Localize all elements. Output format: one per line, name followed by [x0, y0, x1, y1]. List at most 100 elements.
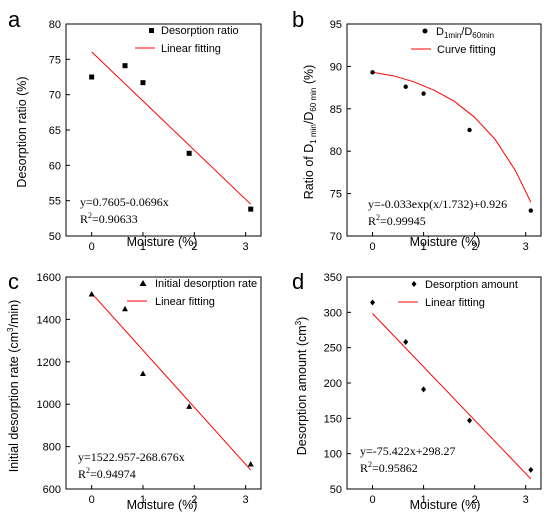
panel-a-equation: y=0.7605-0.0696x	[80, 195, 169, 209]
panel-a-legend: Desorption ratio Linear fitting	[135, 25, 239, 55]
panel-c-x-tick-label-1: 1	[140, 494, 146, 506]
panel-b-ylabel-sub-1: 1 min	[309, 124, 318, 144]
panel-b-y-axis-title: Ratio of D1 min/D60 min (%)	[302, 65, 318, 200]
panel-d-y-tick-label-6: 350	[324, 272, 342, 284]
panel-a-y-tick-label-5: 75	[49, 54, 61, 66]
panel-b-equation: y=-0.033exp(x/1.732)+0.926	[368, 197, 507, 211]
panel-b-y-tick-label-1: 75	[330, 189, 342, 201]
panel-b-ylabel-part-slash: /D	[302, 112, 316, 125]
panel-a-y-tick-label-0: 50	[49, 231, 61, 243]
panel-b-data-point-2	[421, 91, 426, 96]
panel-c-r2: R2=0.94974	[78, 466, 136, 481]
panel-a-data-point-4	[248, 206, 254, 212]
panel-a-y-ticks: 50 55 60 65 70 75 80	[49, 19, 70, 243]
panel-c-fit-line	[91, 292, 252, 471]
panel-c-data-point-0	[88, 290, 95, 297]
panel-c-equation: y=1522.957-268.676x	[78, 450, 185, 464]
panel-d-y-ticks: 50 100 150 200 250 300 350	[324, 272, 351, 496]
panel-a-legend-label-1: Linear fitting	[161, 43, 221, 55]
panel-b-x-ticks: 0 1 2 3	[369, 232, 529, 253]
panel-d-x-tick-label-3: 3	[523, 494, 529, 506]
panel-d-y-tick-label-0: 50	[330, 484, 342, 496]
panel-a-data-point-0	[89, 74, 95, 80]
panel-a-y-axis-title: Desorption ratio (%)	[15, 76, 29, 187]
panel-c-legend-label-0: Initial desorption rate	[155, 278, 257, 290]
panel-c-y-ticks: 600 800 1000 1200 1400 1600	[37, 272, 70, 496]
panel-a-y-tick-label-6: 80	[49, 19, 61, 31]
panel-b-y-tick-label-3: 85	[330, 104, 342, 116]
panel-d-r2-sup: 2	[368, 460, 372, 469]
panel-b-x-tick-label-0: 0	[369, 241, 375, 253]
panel-d-plot-frame	[346, 276, 542, 490]
panel-c-y-tick-label-4: 1400	[37, 314, 61, 326]
panel-b-x-tick-label-2: 2	[472, 241, 478, 253]
panel-b-fit	[372, 71, 532, 203]
panel-c-y-axis-title: Initial desorption rate (cm3/min)	[6, 300, 21, 473]
panel-b-points	[370, 70, 533, 213]
panel-c-r2-sup: 2	[86, 466, 90, 475]
panel-d-fit-line	[372, 313, 532, 480]
panel-a-x-tick-label-0: 0	[89, 241, 95, 253]
panel-b-x-tick-label-1: 1	[421, 241, 427, 253]
panel-a-x-ticks: 0 1 2 3	[89, 232, 249, 253]
panel-b-legend: D1min/D60min Curve fitting	[411, 26, 496, 56]
panel-d-ylabel-end: )	[295, 317, 309, 321]
panel-a-r2-sup: 2	[88, 211, 92, 220]
panel-c-y-tick-label-0: 600	[43, 484, 61, 496]
panel-a-legend-marker	[149, 28, 154, 33]
panel-b-y-ticks: 70 75 80 85 90 95	[330, 19, 351, 243]
panel-d-legend-label-1: Linear fitting	[425, 297, 485, 309]
panel-a-plot-frame	[65, 23, 262, 237]
panel-a-x-tick-label-1: 1	[140, 241, 146, 253]
panel-d-y-axis-title: Desorption amount (cm3)	[294, 317, 309, 456]
panel-a-fit	[91, 51, 252, 205]
panel-c-legend-marker	[139, 280, 147, 286]
panel-b-y-tick-label-2: 80	[330, 146, 342, 158]
panel-c: c Initial desorption rate (cm3/min) Mois…	[6, 269, 262, 512]
panel-d-data-point-4	[528, 466, 534, 473]
panel-c-data-point-2	[139, 370, 146, 376]
panel-d-r2: R2=0.95862	[360, 460, 418, 475]
panel-d-data-point-0	[370, 299, 376, 306]
panel-a-x-tick-label-3: 3	[243, 241, 249, 253]
panel-a-x-tick-label-2: 2	[191, 241, 197, 253]
panel-c-ylabel-main: Initial desorption rate (cm	[7, 332, 21, 472]
panel-c-y-tick-label-5: 1600	[37, 272, 61, 284]
panel-b-ylabel-part-ratio: Ratio of D	[302, 144, 316, 200]
panel-b-legend-part-slash: /D	[461, 26, 472, 38]
panel-b-plot-frame	[346, 23, 542, 237]
panel-d-y-tick-label-1: 100	[324, 449, 342, 461]
panel-c-x-axis-title: Moisture (%)	[127, 498, 198, 512]
panel-b-data-point-1	[403, 84, 408, 89]
panel-b-x-axis-title: Moisture (%)	[410, 235, 481, 249]
panel-a: a Desorption ratio (%) Moisture (%) 50 55…	[8, 7, 262, 253]
panel-d-fit	[372, 313, 532, 480]
panel-a-data-point-3	[186, 150, 192, 156]
panel-c-y-tick-label-2: 1000	[37, 399, 61, 411]
panel-c-ylabel-sup: 3	[6, 327, 15, 332]
panel-b-legend-label-1: Curve fitting	[437, 44, 496, 56]
panel-c-x-tick-label-0: 0	[89, 494, 95, 506]
panel-a-y-tick-label-3: 65	[49, 125, 61, 137]
panel-b-legend-sub-1: 1min	[444, 31, 461, 40]
panel-b-fit-line	[372, 71, 532, 203]
panel-c-ylabel-end: /min)	[7, 300, 21, 328]
panel-d-ylabel-sup: 3	[294, 320, 303, 325]
panel-a-r2-value: =0.90633	[92, 212, 138, 226]
panel-b-legend-sub-60: 60min	[472, 31, 494, 40]
panel-a-r2-prefix: R	[80, 212, 88, 226]
panel-b-data-point-3	[467, 127, 472, 133]
panel-d-x-tick-label-0: 0	[369, 494, 375, 506]
panel-b-y-tick-label-4: 90	[330, 61, 342, 73]
panel-b-ylabel-sub-60: 60 min	[309, 88, 318, 112]
panel-c-x-tick-label-3: 3	[243, 494, 249, 506]
panel-d-x-axis-title: Moisture (%)	[410, 498, 481, 512]
panel-a-letter: a	[8, 7, 21, 32]
panel-d-r2-prefix: R	[360, 461, 368, 475]
panel-b-r2: R2=0.99945	[368, 213, 426, 228]
panel-b-x-tick-label-3: 3	[523, 241, 529, 253]
panel-c-x-ticks: 0 1 2 3	[89, 485, 249, 506]
panel-d-equation: y=-75.422x+298.27	[360, 444, 456, 458]
panel-b-r2-sup: 2	[376, 213, 380, 222]
panel-b-letter: b	[292, 7, 304, 32]
